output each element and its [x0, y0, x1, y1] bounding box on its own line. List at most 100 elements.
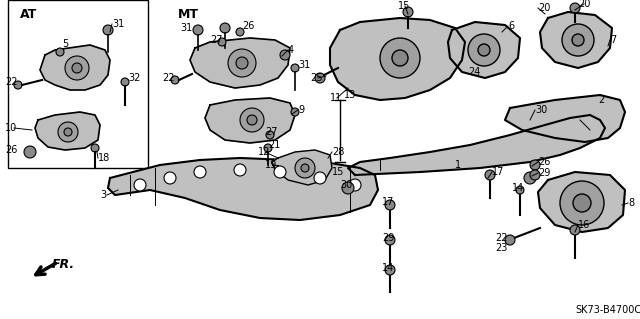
- Text: 30: 30: [535, 105, 547, 115]
- Circle shape: [315, 73, 325, 83]
- Text: 27: 27: [265, 127, 278, 137]
- Text: 4: 4: [288, 45, 294, 55]
- Text: 18: 18: [98, 153, 110, 163]
- Circle shape: [220, 23, 230, 33]
- Text: 9: 9: [298, 105, 304, 115]
- Text: 29: 29: [382, 233, 394, 243]
- Circle shape: [485, 170, 495, 180]
- Circle shape: [121, 78, 129, 86]
- Polygon shape: [108, 158, 378, 220]
- Text: 27: 27: [210, 35, 223, 45]
- Text: 22: 22: [162, 73, 175, 83]
- Text: 21: 21: [268, 140, 280, 150]
- Text: 20: 20: [578, 0, 590, 9]
- Polygon shape: [538, 172, 625, 232]
- Polygon shape: [348, 115, 605, 175]
- Circle shape: [64, 128, 72, 136]
- Circle shape: [385, 200, 395, 210]
- Circle shape: [91, 144, 99, 152]
- Circle shape: [572, 34, 584, 46]
- Text: 14: 14: [382, 263, 394, 273]
- Circle shape: [530, 160, 540, 170]
- Circle shape: [171, 76, 179, 84]
- Circle shape: [573, 194, 591, 212]
- Circle shape: [342, 182, 354, 194]
- Text: AT: AT: [20, 8, 37, 20]
- Text: 24: 24: [468, 67, 481, 77]
- Polygon shape: [40, 45, 110, 90]
- Circle shape: [274, 166, 286, 178]
- Text: 14: 14: [512, 183, 524, 193]
- Circle shape: [314, 172, 326, 184]
- Circle shape: [524, 172, 536, 184]
- Circle shape: [505, 235, 515, 245]
- Bar: [8, 0, 148, 168]
- Text: 16: 16: [578, 220, 590, 230]
- Text: 15: 15: [332, 167, 344, 177]
- Circle shape: [291, 108, 299, 116]
- Text: MT: MT: [178, 8, 199, 20]
- Circle shape: [236, 57, 248, 69]
- Text: SK73-B4700C: SK73-B4700C: [575, 305, 640, 315]
- Text: 7: 7: [610, 35, 616, 45]
- Circle shape: [295, 158, 315, 178]
- Circle shape: [478, 44, 490, 56]
- Polygon shape: [35, 112, 100, 150]
- Circle shape: [247, 115, 257, 125]
- Text: FR.: FR.: [52, 258, 75, 271]
- Circle shape: [403, 7, 413, 17]
- Circle shape: [385, 235, 395, 245]
- Text: 22: 22: [5, 77, 17, 87]
- Circle shape: [380, 38, 420, 78]
- Text: 32: 32: [128, 73, 140, 83]
- Text: 11: 11: [330, 93, 342, 103]
- Circle shape: [301, 164, 309, 172]
- Text: 26: 26: [5, 145, 17, 155]
- Circle shape: [234, 164, 246, 176]
- Circle shape: [134, 179, 146, 191]
- Circle shape: [56, 48, 64, 56]
- Text: 17: 17: [382, 197, 394, 207]
- Text: 26: 26: [242, 21, 254, 31]
- Circle shape: [264, 144, 272, 152]
- Text: 6: 6: [508, 21, 514, 31]
- Circle shape: [193, 25, 203, 35]
- Text: 5: 5: [62, 39, 68, 49]
- Text: 3: 3: [100, 190, 106, 200]
- Circle shape: [72, 63, 82, 73]
- Circle shape: [218, 38, 226, 46]
- Text: 10: 10: [5, 123, 17, 133]
- Circle shape: [385, 265, 395, 275]
- Text: 31: 31: [180, 23, 192, 33]
- Circle shape: [280, 50, 290, 60]
- Text: 26: 26: [538, 157, 550, 167]
- Text: 1: 1: [455, 160, 461, 170]
- Text: 17: 17: [492, 167, 504, 177]
- Text: 28: 28: [332, 147, 344, 157]
- Circle shape: [65, 56, 89, 80]
- Text: 19: 19: [265, 160, 277, 170]
- Circle shape: [58, 122, 78, 142]
- Polygon shape: [205, 98, 295, 143]
- Polygon shape: [505, 95, 625, 142]
- Text: 12: 12: [258, 147, 270, 157]
- Circle shape: [392, 50, 408, 66]
- Circle shape: [24, 146, 36, 158]
- Circle shape: [14, 81, 22, 89]
- Circle shape: [530, 170, 540, 180]
- Text: 31: 31: [298, 60, 310, 70]
- Circle shape: [194, 166, 206, 178]
- Text: 15: 15: [398, 1, 410, 11]
- Circle shape: [516, 186, 524, 194]
- Text: 22: 22: [495, 233, 508, 243]
- Circle shape: [228, 49, 256, 77]
- Text: 2: 2: [598, 95, 604, 105]
- Circle shape: [570, 3, 580, 13]
- Circle shape: [468, 34, 500, 66]
- Circle shape: [236, 28, 244, 36]
- Text: 8: 8: [628, 198, 634, 208]
- Polygon shape: [272, 150, 332, 185]
- Circle shape: [562, 24, 594, 56]
- Circle shape: [240, 108, 264, 132]
- Circle shape: [560, 181, 604, 225]
